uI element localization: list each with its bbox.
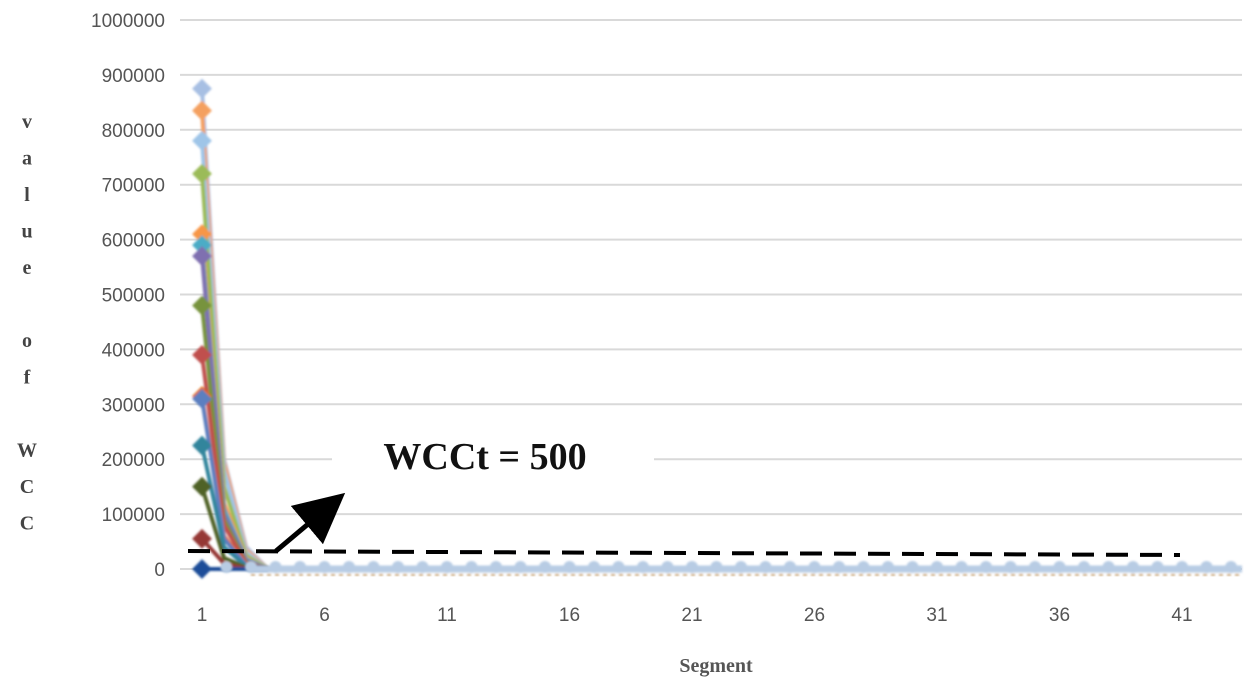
series-point — [192, 435, 212, 456]
flat-series-point — [392, 561, 404, 573]
y-tick-label: 300000 — [102, 395, 165, 416]
flat-series-point — [441, 561, 453, 573]
flat-series-point — [514, 561, 527, 573]
annotation-background — [332, 432, 654, 482]
flat-series-point — [710, 561, 723, 573]
flat-series-point — [759, 561, 772, 573]
series-point — [192, 163, 212, 184]
flat-series-point — [882, 561, 894, 573]
x-axis-ticks: 1 6 11 16 21 26 31 36 41 — [197, 605, 1193, 626]
flat-series-point — [1102, 561, 1115, 573]
x-tick-label: 31 — [926, 605, 947, 626]
flat-series-point — [661, 561, 674, 573]
flat-series-point — [465, 561, 478, 573]
flat-series-point — [980, 561, 992, 573]
flat-series-point — [1176, 561, 1188, 573]
flat-series-point — [1004, 561, 1017, 573]
threshold-label: WCCt = 500 — [383, 436, 586, 478]
flat-series-point — [931, 561, 943, 573]
series-point — [192, 100, 212, 121]
y-axis-ticks: 1000000900000800000700000600000500000400… — [91, 11, 165, 581]
x-tick-label: 26 — [804, 605, 825, 626]
x-tick-label: 6 — [319, 605, 330, 626]
x-tick-label: 16 — [559, 605, 580, 626]
flat-series-point — [637, 561, 649, 573]
series-point — [192, 78, 212, 99]
y-tick-label: 500000 — [102, 286, 165, 307]
flat-series-point — [1078, 561, 1090, 573]
flat-series-point — [955, 561, 968, 573]
series-point — [192, 476, 212, 497]
y-tick-label: 100000 — [102, 505, 165, 526]
flat-series-point — [294, 561, 306, 573]
y-axis-label-letter: C — [20, 476, 34, 498]
flat-series-point — [416, 561, 429, 573]
flat-series-point — [539, 561, 551, 573]
flat-series-point — [318, 561, 331, 573]
y-tick-label: 900000 — [102, 66, 165, 87]
flat-series-point — [563, 561, 576, 573]
flat-series-point — [269, 561, 282, 573]
y-tick-label: 0 — [154, 560, 165, 581]
y-tick-label: 600000 — [102, 231, 165, 252]
flat-series-point — [784, 561, 796, 573]
flat-series-point — [1151, 561, 1164, 573]
series-point — [192, 246, 212, 266]
y-tick-label: 800000 — [102, 121, 165, 142]
x-tick-label: 36 — [1049, 605, 1070, 626]
flat-series-point — [343, 561, 355, 573]
flat-series-point — [245, 561, 257, 573]
y-tick-label: 1000000 — [91, 11, 165, 32]
y-axis-label-letter: v — [22, 111, 32, 133]
flat-series-point — [857, 561, 870, 573]
series-lines — [192, 78, 270, 579]
series-point — [192, 224, 212, 245]
series-point — [192, 388, 212, 409]
y-axis-label-letter: W — [17, 440, 37, 462]
threshold-line — [187, 549, 1181, 557]
flat-series-point — [612, 561, 625, 573]
flat-series-point — [686, 561, 698, 573]
y-axis-label-letter: l — [24, 184, 30, 206]
gridlines — [180, 19, 1242, 570]
y-tick-label: 700000 — [102, 176, 165, 197]
x-tick-label: 11 — [437, 605, 457, 626]
y-axis-label-letter: u — [21, 221, 32, 243]
y-axis-label-letter: C — [20, 513, 34, 535]
x-axis-label: Segment — [679, 655, 753, 677]
flat-series-point — [1200, 561, 1213, 573]
y-axis-label-letter: e — [23, 257, 32, 279]
y-axis-label-letter: f — [24, 367, 31, 389]
series-point — [192, 295, 212, 316]
y-axis-label-letter: o — [22, 330, 32, 352]
x-tick-label: 41 — [1171, 605, 1192, 626]
series-point — [192, 130, 212, 151]
flat-series-point — [490, 561, 502, 573]
y-tick-label: 200000 — [102, 450, 165, 471]
flat-series-point — [833, 561, 845, 573]
y-axis-label-letter: a — [22, 148, 32, 170]
series-point — [192, 559, 212, 579]
x-tick-label: 21 — [681, 605, 702, 626]
x-tick-label: 1 — [197, 605, 208, 626]
flat-markers — [220, 561, 1242, 576]
flat-series-point — [588, 561, 600, 573]
flat-series-point — [1127, 561, 1139, 573]
flat-series-point — [808, 561, 821, 573]
series-point — [192, 344, 212, 365]
flat-series-point — [1029, 561, 1041, 573]
flat-series-point — [220, 561, 233, 573]
flat-series-point — [367, 561, 380, 573]
y-tick-label: 400000 — [102, 340, 165, 361]
series-point — [192, 235, 212, 255]
threshold-arrow — [274, 492, 346, 553]
flat-series-point — [1225, 561, 1237, 573]
flat-series-point — [1053, 561, 1066, 573]
flat-series-point — [735, 561, 747, 573]
flat-series-point — [906, 561, 919, 573]
